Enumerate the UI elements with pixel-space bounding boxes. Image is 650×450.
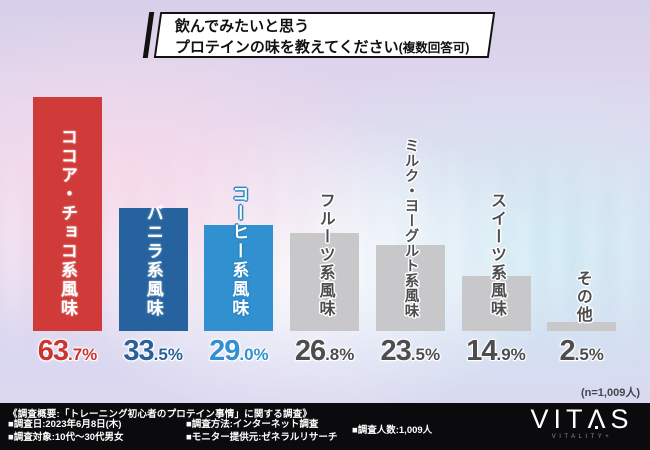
bar-label: フルーツ系風味 [316, 192, 334, 318]
bar [375, 245, 445, 331]
bar [118, 208, 188, 331]
bar-label: その他 [573, 270, 591, 324]
vitas-logo: VITΛS VITALITY+ [522, 404, 642, 440]
bar-column: ココア・チョコ系風味 63.7% [33, 0, 102, 450]
bar-value: 33.5% [123, 335, 183, 367]
bar-label: ミルク・ヨーグルト系風味 [402, 138, 419, 318]
vitas-logo-wordmark: VITΛS [530, 404, 634, 434]
bar-value: 63.7% [37, 335, 98, 367]
bar [33, 97, 102, 331]
survey-method: ■調査方法:インターネット調査 [186, 419, 319, 430]
bar-column: フルーツ系風味 26.8% [290, 0, 360, 450]
survey-monitor: ■モニター提供元:ゼネラルリサーチ [186, 431, 338, 443]
survey-details-col3: ■調査人数:1,009人 [352, 425, 432, 438]
lambda-glyph: Λ [587, 404, 611, 434]
survey-details-col1: ■調査日:2023年6月8日(木) ■調査対象:10代～30代男女 [8, 419, 124, 444]
bar-label: ココア・チョコ系風味 [58, 128, 77, 318]
bar-label: コーヒー系風味 [229, 185, 249, 318]
bar-value: 14.9% [466, 335, 526, 367]
bar-value: 26.8% [294, 335, 355, 367]
survey-overview: 《調査概要:「トレーニング初心者のプロテイン事情」に関する調査》 [8, 409, 313, 420]
bar [290, 233, 360, 331]
bar-label: バニラ系風味 [143, 204, 163, 318]
bar-column: コーヒー系風味 29.0% [204, 0, 274, 450]
bar-value: 2.5% [559, 335, 604, 367]
survey-count: ■調査人数:1,009人 [352, 425, 433, 436]
bar [204, 225, 274, 331]
bar-value: 29.0% [209, 335, 269, 367]
sample-size-note: (n=1,009人) [581, 387, 640, 399]
bar-value: 23.5% [380, 335, 441, 367]
bar [461, 276, 531, 331]
survey-date: ■調査日:2023年6月8日(木) [8, 419, 122, 430]
vitas-logo-tagline: VITALITY+ [551, 434, 613, 440]
bar [547, 322, 617, 331]
survey-target: ■調査対象:10代～30代男女 [8, 431, 124, 443]
bar-label: スイーツ系風味 [488, 192, 505, 318]
bar-column: スイーツ系風味 14.9% [461, 0, 531, 450]
survey-details-col2: ■調査方法:インターネット調査 ■モニター提供元:ゼネラルリサーチ [186, 419, 337, 444]
bar-column: ミルク・ヨーグルト系風味 23.5% [375, 0, 445, 450]
bar-column: バニラ系風味 33.5% [118, 0, 188, 450]
survey-footer: 《調査概要:「トレーニング初心者のプロテイン事情」に関する調査》 ■調査日:20… [0, 403, 650, 450]
bar-column: その他 2.5% [547, 0, 617, 450]
